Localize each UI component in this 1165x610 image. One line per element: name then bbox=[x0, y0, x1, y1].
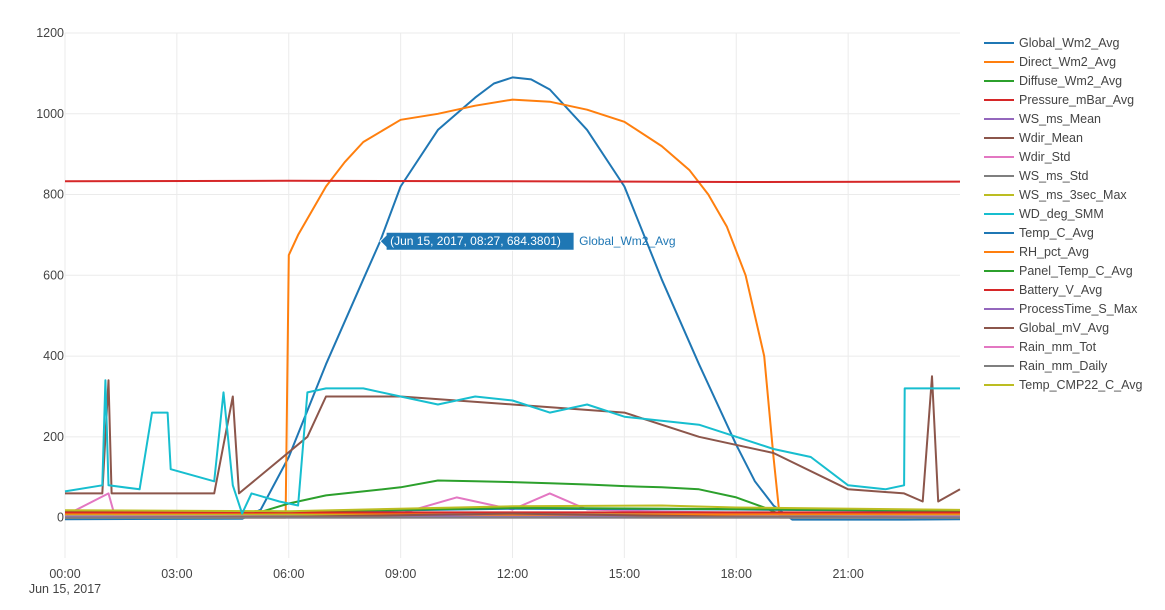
legend-label: Pressure_mBar_Avg bbox=[1019, 93, 1134, 107]
x-date-label: Jun 15, 2017 bbox=[29, 582, 101, 596]
legend-label: Diffuse_Wm2_Avg bbox=[1019, 74, 1122, 88]
legend-label: WS_ms_Mean bbox=[1019, 112, 1101, 126]
legend-item-ws-ms-mean[interactable]: WS_ms_Mean bbox=[984, 112, 1101, 126]
x-tick-label: 12:00 bbox=[497, 567, 528, 581]
series-line-global-wm2-avg[interactable] bbox=[64, 76, 961, 521]
legend-item-rh-pct-avg[interactable]: RH_pct_Avg bbox=[984, 245, 1089, 259]
legend-item-wdir-std[interactable]: Wdir_Std bbox=[984, 150, 1070, 164]
x-tick-label: 06:00 bbox=[273, 567, 304, 581]
series-line-direct-wm2-avg[interactable] bbox=[65, 98, 960, 519]
legend-label: ProcessTime_S_Max bbox=[1019, 302, 1138, 316]
hover-series-label: Global_Wm2_Avg bbox=[579, 234, 676, 248]
hover-box bbox=[379, 231, 575, 251]
x-tick-label: 18:00 bbox=[721, 567, 752, 581]
legend[interactable]: Global_Wm2_Avg Direct_Wm2_Avg Diffuse_Wm2_… bbox=[984, 36, 1142, 392]
y-tick-label: 600 bbox=[43, 268, 64, 282]
legend-label: Panel_Temp_C_Avg bbox=[1019, 264, 1133, 278]
legend-item-diffuse-wm2-avg[interactable]: Diffuse_Wm2_Avg bbox=[984, 74, 1122, 88]
legend-item-ws-ms-3sec-max[interactable]: WS_ms_3sec_Max bbox=[984, 188, 1127, 202]
legend-item-temp-c-avg[interactable]: Temp_C_Avg bbox=[984, 226, 1094, 240]
x-tick-label: 21:00 bbox=[832, 567, 863, 581]
legend-label: Temp_C_Avg bbox=[1019, 226, 1094, 240]
legend-item-temp-cmp22-c-avg[interactable]: Temp_CMP22_C_Avg bbox=[984, 378, 1142, 392]
plot-area[interactable] bbox=[64, 76, 961, 521]
legend-item-ws-ms-std[interactable]: WS_ms_Std bbox=[984, 169, 1089, 183]
legend-item-global-wm2-avg[interactable]: Global_Wm2_Avg bbox=[984, 36, 1120, 50]
series-line-wd-deg-smm[interactable] bbox=[64, 379, 960, 515]
series-line-wdir-std[interactable] bbox=[64, 492, 961, 517]
legend-label: Direct_Wm2_Avg bbox=[1019, 55, 1116, 69]
y-tick-label: 0 bbox=[57, 511, 64, 525]
legend-item-rain-mm-daily[interactable]: Rain_mm_Daily bbox=[984, 359, 1108, 373]
legend-label: Rain_mm_Daily bbox=[1019, 359, 1108, 373]
legend-item-battery-v-avg[interactable]: Battery_V_Avg bbox=[984, 283, 1102, 297]
y-axis: 0 200 400 600 800 1000 1200 bbox=[36, 26, 64, 525]
y-tick-label: 200 bbox=[43, 430, 64, 444]
legend-label: Global_Wm2_Avg bbox=[1019, 36, 1120, 50]
legend-label: Rain_mm_Tot bbox=[1019, 340, 1097, 354]
x-tick-label: 15:00 bbox=[609, 567, 640, 581]
legend-label: Temp_CMP22_C_Avg bbox=[1019, 378, 1142, 392]
x-tick-label: 00:00 bbox=[49, 567, 80, 581]
legend-item-wd-deg-smm[interactable]: WD_deg_SMM bbox=[984, 207, 1104, 221]
series-line-diffuse-wm2-avg[interactable] bbox=[65, 479, 961, 519]
legend-item-direct-wm2-avg[interactable]: Direct_Wm2_Avg bbox=[984, 55, 1116, 69]
legend-item-wdir-mean[interactable]: Wdir_Mean bbox=[984, 131, 1083, 145]
legend-item-rain-mm-tot[interactable]: Rain_mm_Tot bbox=[984, 340, 1097, 354]
series-line-temp-cmp22-c-avg[interactable] bbox=[64, 504, 961, 513]
y-tick-label: 400 bbox=[43, 349, 64, 363]
legend-item-pressure-mbar-avg[interactable]: Pressure_mBar_Avg bbox=[984, 93, 1134, 107]
legend-label: WD_deg_SMM bbox=[1019, 207, 1104, 221]
legend-item-global-mv-avg[interactable]: Global_mV_Avg bbox=[984, 321, 1109, 335]
y-tick-label: 1000 bbox=[36, 107, 64, 121]
legend-label: WS_ms_3sec_Max bbox=[1019, 188, 1127, 202]
y-tick-label: 800 bbox=[43, 188, 64, 202]
legend-item-processtime-s-max[interactable]: ProcessTime_S_Max bbox=[984, 302, 1138, 316]
legend-label: Wdir_Std bbox=[1019, 150, 1070, 164]
legend-label: RH_pct_Avg bbox=[1019, 245, 1089, 259]
series-line-pressure-mbar-avg[interactable] bbox=[64, 179, 961, 183]
legend-label: Wdir_Mean bbox=[1019, 131, 1083, 145]
legend-label: Global_mV_Avg bbox=[1019, 321, 1109, 335]
legend-label: WS_ms_Std bbox=[1019, 169, 1089, 183]
x-axis: 00:00 03:00 06:00 09:00 12:00 15:00 18:00 21:00… bbox=[29, 567, 864, 596]
x-tick-label: 09:00 bbox=[385, 567, 416, 581]
hover-value-label: (Jun 15, 2017, 08:27, 684.3801) bbox=[390, 234, 561, 248]
y-tick-label: 1200 bbox=[36, 26, 64, 40]
x-tick-label: 03:00 bbox=[161, 567, 192, 581]
hover-tooltip: (Jun 15, 2017, 08:27, 684.3801) Global_Wm… bbox=[379, 231, 676, 251]
legend-item-panel-temp-c-avg[interactable]: Panel_Temp_C_Avg bbox=[984, 264, 1133, 278]
legend-label: Battery_V_Avg bbox=[1019, 283, 1102, 297]
